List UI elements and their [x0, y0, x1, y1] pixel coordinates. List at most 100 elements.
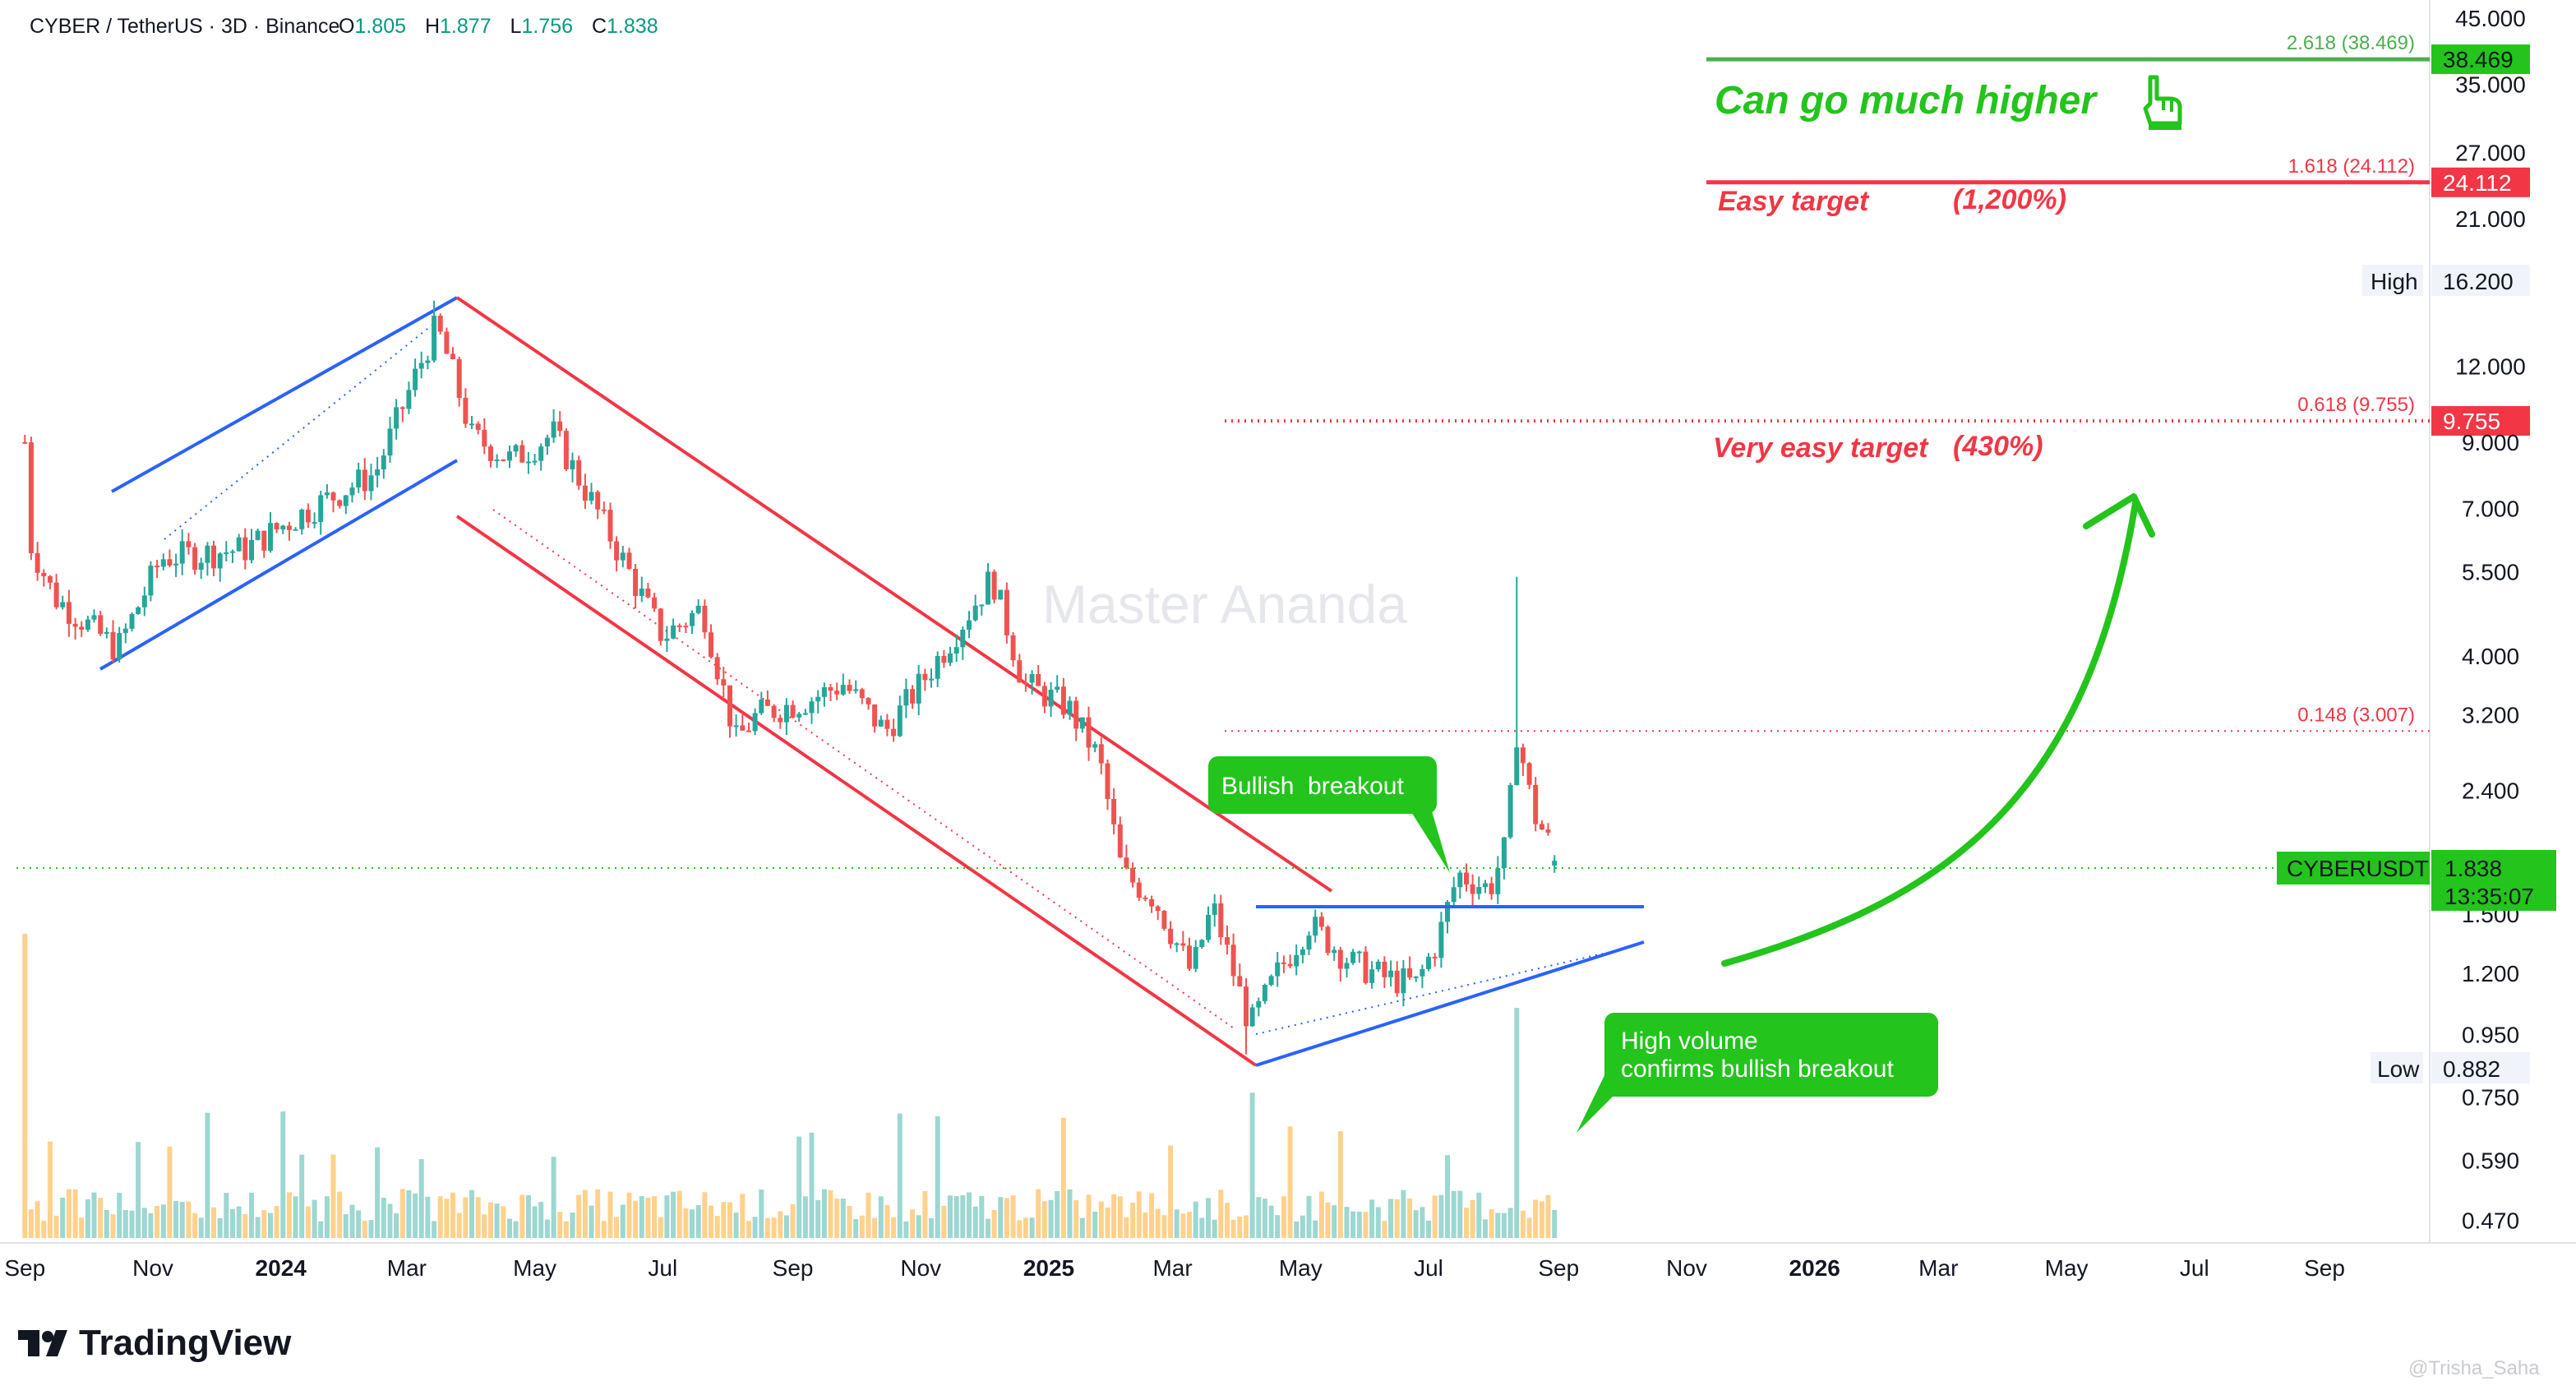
candle-body[interactable] [160, 559, 166, 567]
candle-body[interactable] [727, 685, 732, 727]
candle-body[interactable] [828, 687, 833, 691]
candle-body[interactable] [66, 602, 72, 624]
candle-body[interactable] [1356, 951, 1362, 954]
candle-body[interactable] [47, 575, 53, 583]
candle-body[interactable] [1476, 887, 1482, 894]
candle-body[interactable] [274, 523, 279, 530]
candle-body[interactable] [349, 487, 355, 496]
candle-body[interactable] [456, 358, 462, 398]
candle-body[interactable] [305, 510, 311, 523]
candle-body[interactable] [312, 522, 317, 524]
candle-body[interactable] [501, 459, 506, 461]
candle-body[interactable] [286, 525, 292, 530]
candle-body[interactable] [1337, 949, 1343, 969]
tradingview-logo[interactable]: TradingView [18, 1323, 292, 1363]
candle-body[interactable] [664, 638, 670, 641]
candle-body[interactable] [1060, 686, 1066, 715]
candle-body[interactable] [759, 700, 764, 714]
candle-body[interactable] [752, 713, 758, 732]
candle-body[interactable] [1187, 945, 1192, 969]
candle-body[interactable] [1363, 951, 1369, 983]
candle-body[interactable] [1495, 868, 1501, 894]
candle-body[interactable] [1161, 911, 1167, 929]
candle-body[interactable] [563, 431, 569, 469]
candle-body[interactable] [60, 602, 66, 607]
candle-body[interactable] [1092, 744, 1098, 748]
candle-body[interactable] [356, 469, 362, 487]
candle-body[interactable] [1124, 857, 1129, 868]
candle-body[interactable] [35, 553, 40, 573]
candle-body[interactable] [802, 713, 808, 715]
candle-body[interactable] [714, 657, 720, 680]
candle-body[interactable] [1275, 962, 1281, 977]
candle-body[interactable] [362, 469, 367, 492]
candle-body[interactable] [941, 656, 947, 663]
candle-body[interactable] [595, 492, 601, 510]
candle-body[interactable] [1306, 935, 1312, 949]
candle-body[interactable] [576, 460, 582, 486]
candle-body[interactable] [764, 700, 770, 706]
candle-body[interactable] [1180, 943, 1186, 946]
candle-body[interactable] [1526, 763, 1532, 785]
candle-body[interactable] [626, 552, 632, 569]
candle-body[interactable] [859, 689, 865, 699]
candle-body[interactable] [709, 632, 713, 658]
candle-body[interactable] [141, 595, 147, 607]
candle-body[interactable] [1281, 962, 1286, 964]
candle-body[interactable] [1287, 963, 1293, 967]
candle-body[interactable] [1130, 867, 1136, 883]
candle-body[interactable] [268, 523, 273, 551]
candle-body[interactable] [834, 691, 840, 695]
candle-body[interactable] [1507, 785, 1513, 838]
candle-body[interactable] [230, 551, 235, 553]
candle-body[interactable] [53, 582, 59, 607]
candle-body[interactable] [1388, 970, 1394, 977]
candle-body[interactable] [1318, 917, 1324, 927]
candle-body[interactable] [432, 316, 437, 361]
candle-body[interactable] [1262, 985, 1267, 1001]
candle-body[interactable] [330, 492, 336, 501]
candle-body[interactable] [790, 704, 796, 718]
candle-body[interactable] [173, 563, 179, 566]
candle-body[interactable] [148, 566, 154, 596]
candle-body[interactable] [1055, 686, 1060, 690]
candle-body[interactable] [450, 353, 455, 359]
candle-body[interactable] [186, 541, 192, 547]
candle-body[interactable] [475, 423, 481, 430]
candle-body[interactable] [1136, 882, 1142, 898]
candle-body[interactable] [853, 689, 859, 691]
candle-body[interactable] [413, 368, 418, 390]
candle-body[interactable] [1300, 949, 1305, 955]
candle-body[interactable] [463, 397, 469, 424]
candle-body[interactable] [1117, 824, 1123, 858]
candle-body[interactable] [399, 407, 405, 409]
candle-body[interactable] [28, 442, 34, 553]
candle-body[interactable] [897, 705, 903, 737]
candle-body[interactable] [343, 495, 349, 506]
candle-body[interactable] [394, 407, 399, 429]
candle-body[interactable] [601, 509, 607, 511]
candle-body[interactable] [1369, 969, 1375, 983]
candle-body[interactable] [658, 608, 663, 641]
candle-body[interactable] [953, 647, 959, 654]
candle-body[interactable] [538, 446, 544, 461]
candle-body[interactable] [979, 604, 985, 607]
candle-body[interactable] [1457, 872, 1463, 888]
candle-body[interactable] [614, 541, 620, 561]
candle-body[interactable] [1520, 747, 1526, 764]
candle-body[interactable] [620, 552, 626, 561]
candle-body[interactable] [1249, 1007, 1255, 1027]
candle-body[interactable] [866, 698, 871, 704]
candle-body[interactable] [1413, 976, 1419, 978]
candle-body[interactable] [903, 689, 909, 706]
candle-body[interactable] [972, 605, 978, 621]
candle-body[interactable] [261, 530, 267, 551]
candle-body[interactable] [884, 719, 890, 729]
candle-body[interactable] [1382, 961, 1387, 977]
candle-body[interactable] [122, 628, 128, 634]
candle-body[interactable] [104, 631, 109, 635]
candle-body[interactable] [778, 718, 783, 723]
candle-body[interactable] [337, 500, 343, 506]
candle-body[interactable] [1420, 968, 1425, 977]
candle-body[interactable] [1155, 906, 1161, 911]
